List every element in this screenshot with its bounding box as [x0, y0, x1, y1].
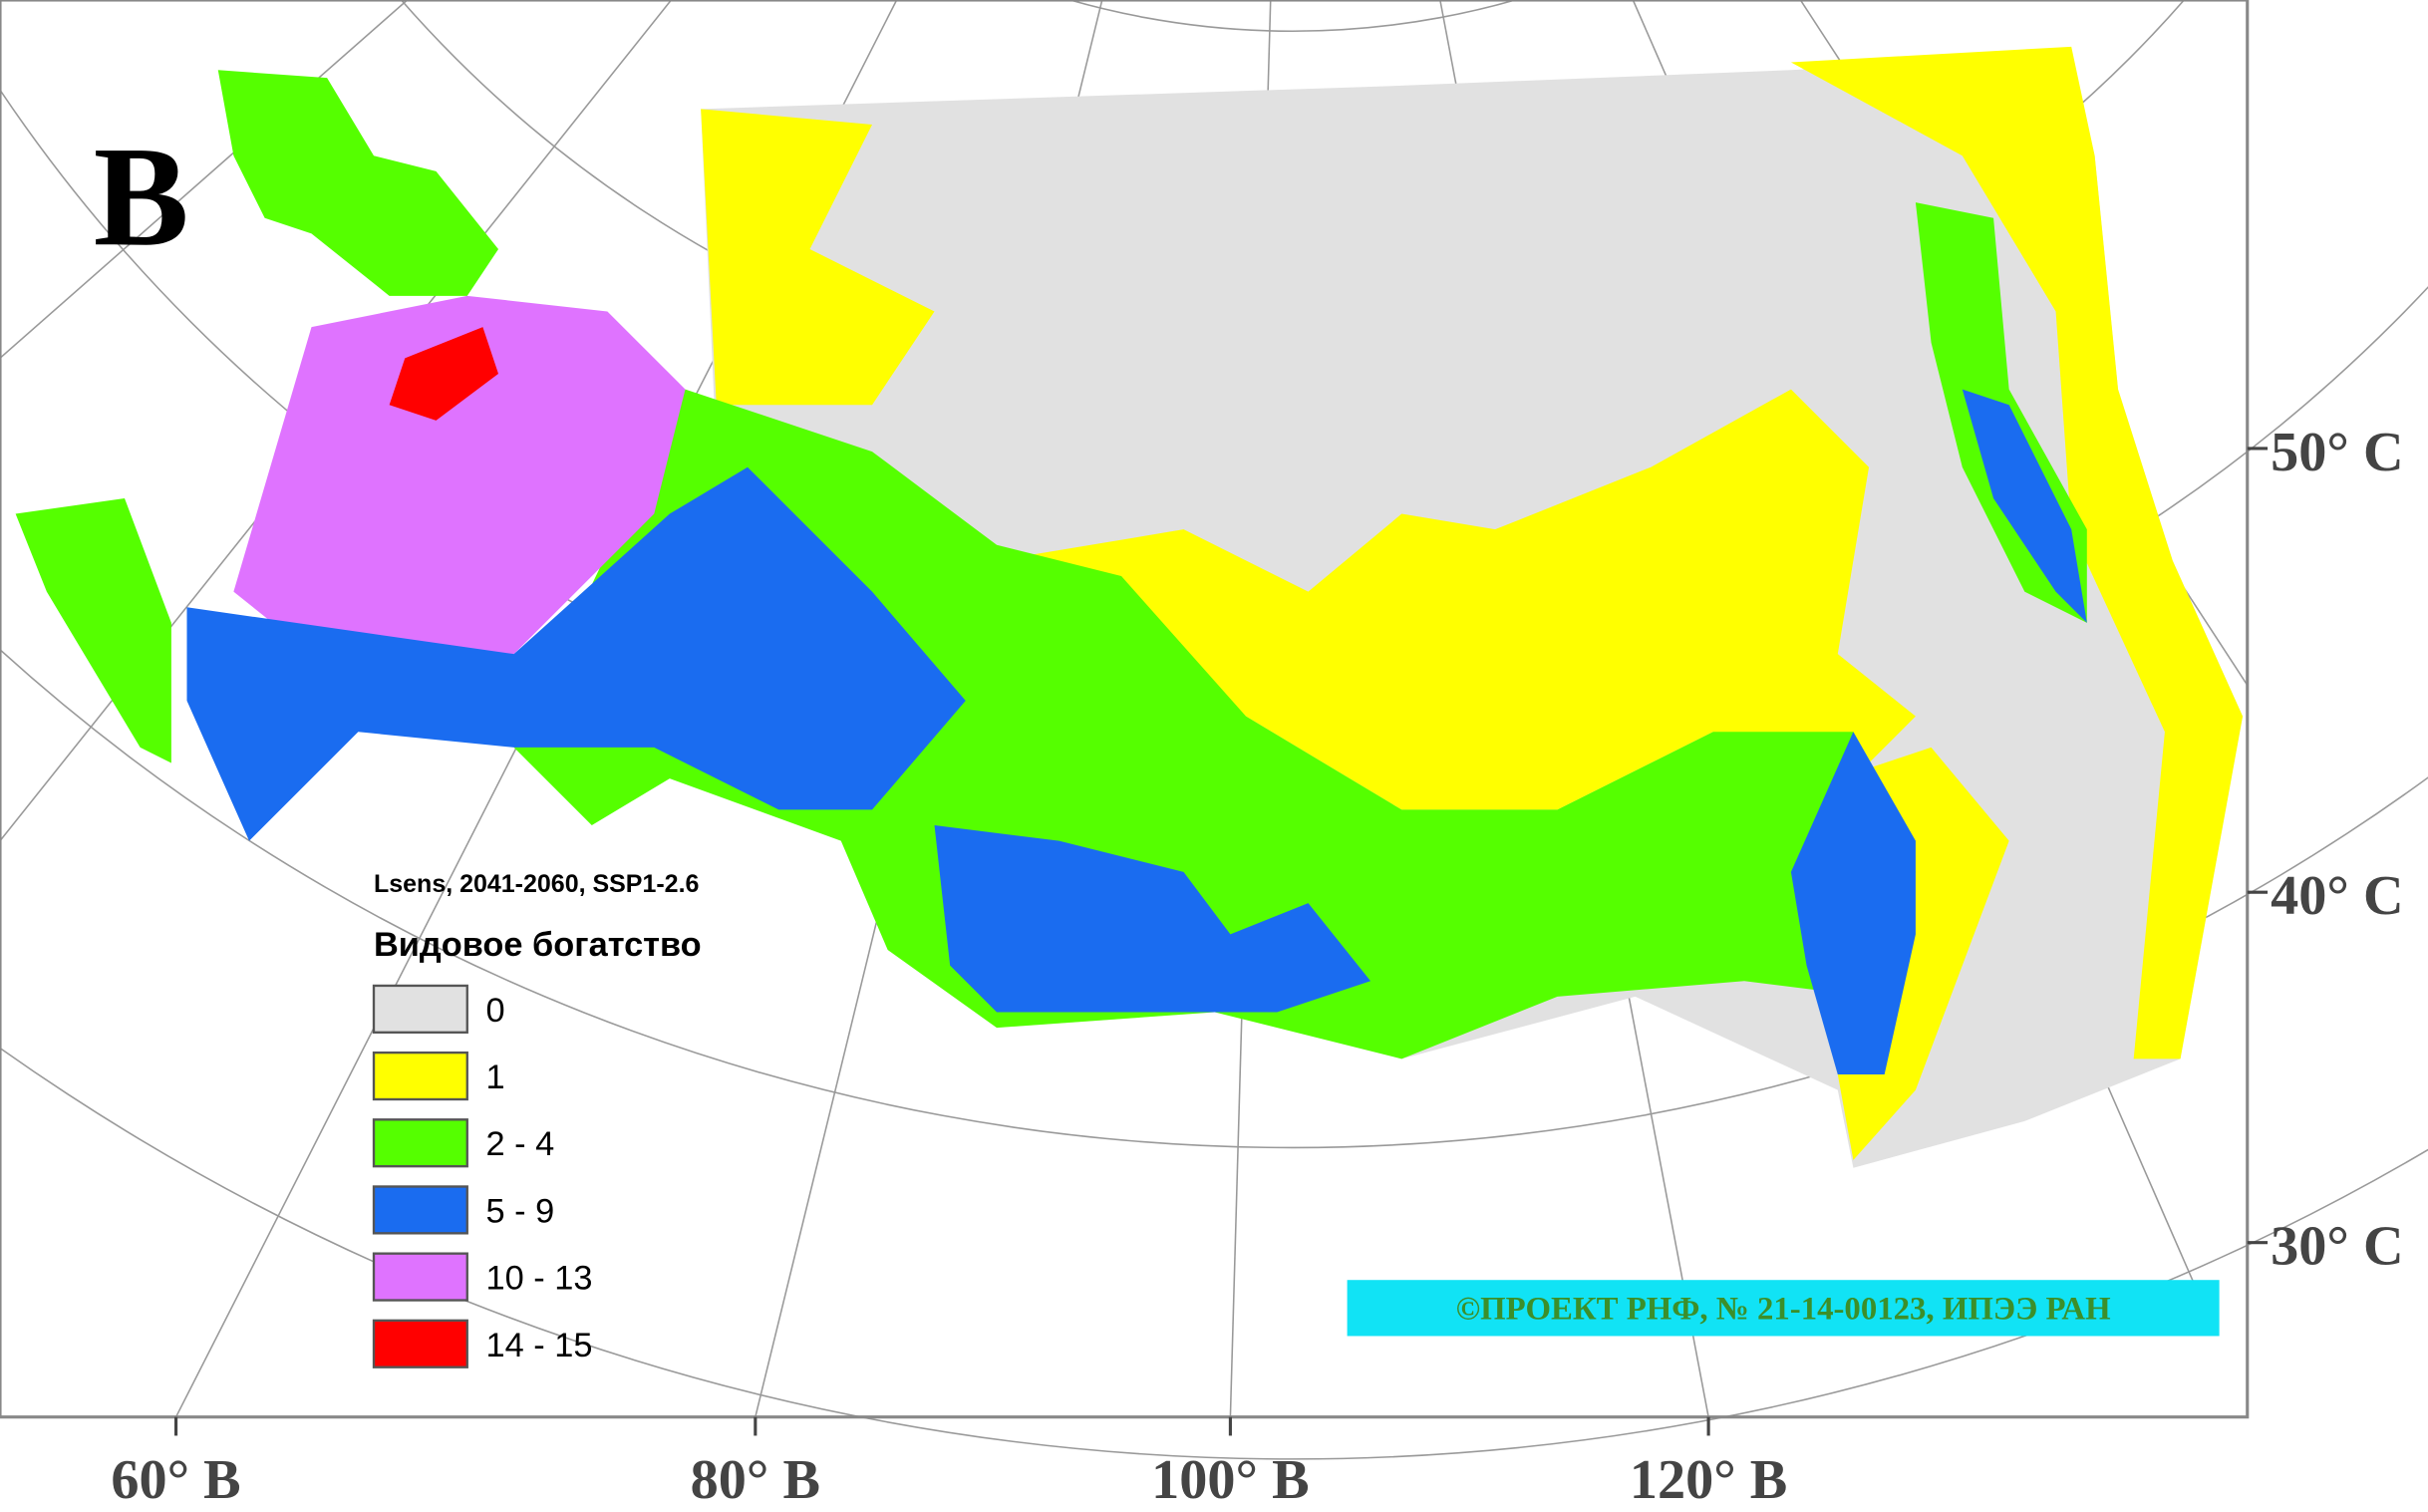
latitude-line	[0, 1047, 2428, 1459]
longitude-label: 100° В	[1151, 1449, 1309, 1511]
zone-2-4	[513, 389, 1916, 1059]
zone-5-9	[1962, 389, 2087, 623]
legend-label: 10 - 13	[486, 1260, 593, 1298]
legend-swatch	[372, 1051, 468, 1101]
zone-2-4	[15, 497, 171, 763]
legend-label: 0	[486, 992, 505, 1030]
latitude-label: 50° С	[2271, 422, 2403, 483]
longitude-labels: 60° В 80° В 100° В 120° В	[111, 1449, 1787, 1511]
legend-subtitle: Lsens, 2041-2060, SSP1-2.6	[374, 870, 699, 898]
legend-label: 1	[486, 1058, 505, 1096]
latitude-line	[1067, 0, 1518, 32]
legend-label: 14 - 15	[486, 1327, 593, 1364]
longitude-label: 120° В	[1630, 1449, 1787, 1511]
longitude-line	[0, 0, 673, 842]
ticks	[174, 447, 2269, 1436]
zone-1	[1790, 46, 2244, 1059]
latitude-labels: 50° С 40° С 30° С	[2271, 422, 2403, 1278]
zone-10-13	[233, 295, 686, 655]
zone-2-4	[217, 70, 499, 296]
latitude-label: 40° С	[2271, 865, 2403, 927]
legend-label: 5 - 9	[486, 1192, 555, 1230]
zone-5-9	[934, 825, 1371, 1013]
legend-swatch	[372, 1185, 468, 1235]
longitude-label: 80° В	[691, 1449, 820, 1511]
latitude-line	[0, 647, 2428, 1148]
legend-swatch	[372, 1252, 468, 1302]
legend: Lsens, 2041-2060, SSP1-2.6 Видовое богат…	[372, 870, 702, 1368]
map-frame	[0, 0, 2250, 1419]
credit-box	[1347, 1280, 2220, 1337]
legend-swatch	[372, 984, 468, 1034]
latitude-label: 30° С	[2271, 1216, 2403, 1278]
richness-zones	[15, 46, 2244, 1168]
legend-label: 2 - 4	[486, 1125, 555, 1163]
longitude-label: 60° В	[111, 1449, 240, 1511]
longitude-line	[0, 0, 409, 359]
zone-14-15	[389, 327, 499, 421]
legend-swatch	[372, 1118, 468, 1168]
zone-5-9	[186, 466, 966, 841]
zone-5-9	[1790, 732, 1916, 1074]
legend-swatch	[372, 1319, 468, 1368]
zone-1	[701, 109, 935, 406]
panel-label: В	[94, 118, 189, 276]
credit: ©ПРОЕКТ РНФ, № 21-14-00123, ИПЭЭ РАН	[1456, 1291, 2111, 1327]
legend-title: Видовое богатство	[374, 926, 702, 964]
zone-1	[997, 389, 1916, 810]
